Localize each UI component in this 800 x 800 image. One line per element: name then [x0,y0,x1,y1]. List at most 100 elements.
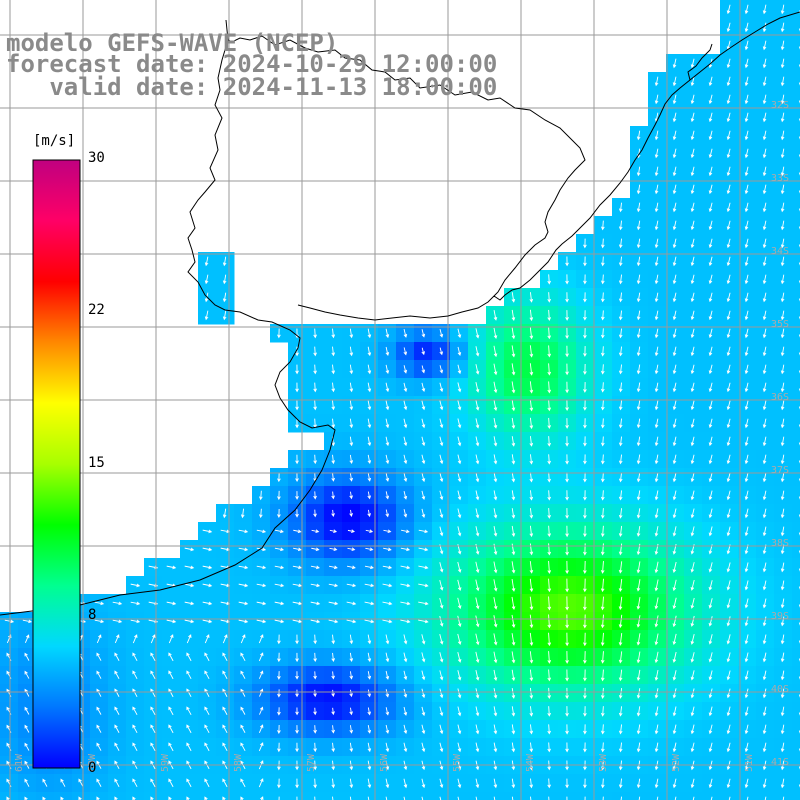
wind-arrow [295,725,299,734]
wind-arrow [238,547,249,552]
wind-arrow [295,778,299,789]
wind-arrow [672,58,677,69]
wind-arrow [313,346,317,357]
wind-arrow [726,688,731,699]
wind-arrow [744,418,749,429]
wind-arrow [708,490,713,501]
wind-arrow [600,400,605,411]
wind-arrow [403,418,408,429]
wind-arrow [511,669,516,682]
wind-arrow [583,669,587,682]
wind-arrow [385,742,390,753]
wind-arrow [780,724,785,735]
wind-arrow [457,597,462,610]
wind-arrow [385,724,390,734]
wind-arrow [636,418,641,429]
colorbar-tick-label: 0 [88,760,97,776]
wind-arrow [762,76,767,87]
wind-arrow [690,130,695,141]
wind-arrow [672,615,677,628]
wind-arrow [328,565,338,570]
wind-arrow [475,346,480,357]
wind-arrow [385,418,390,429]
wind-arrow [638,796,641,800]
wind-arrow [418,583,429,588]
wind-cell [450,792,469,800]
wind-arrow [636,688,641,699]
wind-arrow [780,310,785,321]
wind-arrow [400,619,411,624]
wind-arrow [421,508,426,519]
wind-arrow [780,292,785,303]
wind-arrow [744,616,749,627]
wind-arrow [726,202,731,213]
wind-arrow [744,562,749,573]
wind-arrow [439,454,444,465]
wind-arrow [672,561,677,573]
wind-cell [792,126,800,145]
wind-arrow [186,778,192,788]
wind-arrow [654,238,659,249]
wind-arrow [421,490,426,501]
wind-arrow [690,346,695,357]
wind-arrow [636,346,641,357]
wind-arrow [439,436,444,447]
wind-arrow [618,651,623,664]
wind-arrow [726,166,731,177]
wind-arrow [418,547,429,552]
wind-cell [792,648,800,667]
wind-arrow [780,4,785,15]
wind-arrow [762,616,767,627]
colorbar [32,159,81,769]
wind-arrow [690,490,695,501]
wind-arrow [331,634,336,645]
wind-arrow [672,94,677,105]
wind-arrow [529,525,534,538]
wind-cell [522,792,541,800]
wind-cell [612,792,631,800]
wind-arrow [618,742,623,753]
wind-arrow [762,130,767,141]
wind-arrow [439,329,444,338]
wind-arrow [329,529,338,533]
wind-arrow [439,670,444,681]
wind-arrow [636,202,641,213]
wind-arrow [708,292,713,303]
wind-arrow [654,130,659,141]
wind-arrow [708,436,713,447]
wind-arrow [547,363,552,376]
coastline [0,11,800,616]
wind-arrow [439,615,444,627]
wind-arrow [222,796,226,800]
wind-arrow [421,454,426,465]
wind-arrow [421,724,426,735]
wind-arrow [331,400,336,411]
wind-cell [792,720,800,739]
wind-arrow [274,601,285,606]
wind-arrow [780,742,785,753]
wind-arrow [400,583,411,588]
wind-arrow [493,688,498,699]
wind-arrow [726,454,731,465]
wind-arrow [367,454,372,465]
wind-arrow [782,796,785,800]
wind-arrow [618,220,623,231]
wind-arrow [780,76,785,87]
wind-arrow [22,619,33,624]
wind-arrow [672,670,677,681]
wind-cell [414,792,433,800]
wind-arrow [260,796,264,800]
wind-arrow [511,796,514,800]
wind-arrow [184,583,195,588]
wind-arrow [295,364,299,375]
wind-arrow [636,364,641,375]
wind-cell [342,792,361,800]
wind-arrow [565,578,569,593]
wind-arrow [511,490,516,501]
wind-arrow [331,509,335,518]
wind-arrow [475,579,480,592]
wind-arrow [421,742,426,753]
longitude-label: 54W [525,753,536,772]
wind-arrow [601,238,605,249]
wind-cell [702,792,721,800]
